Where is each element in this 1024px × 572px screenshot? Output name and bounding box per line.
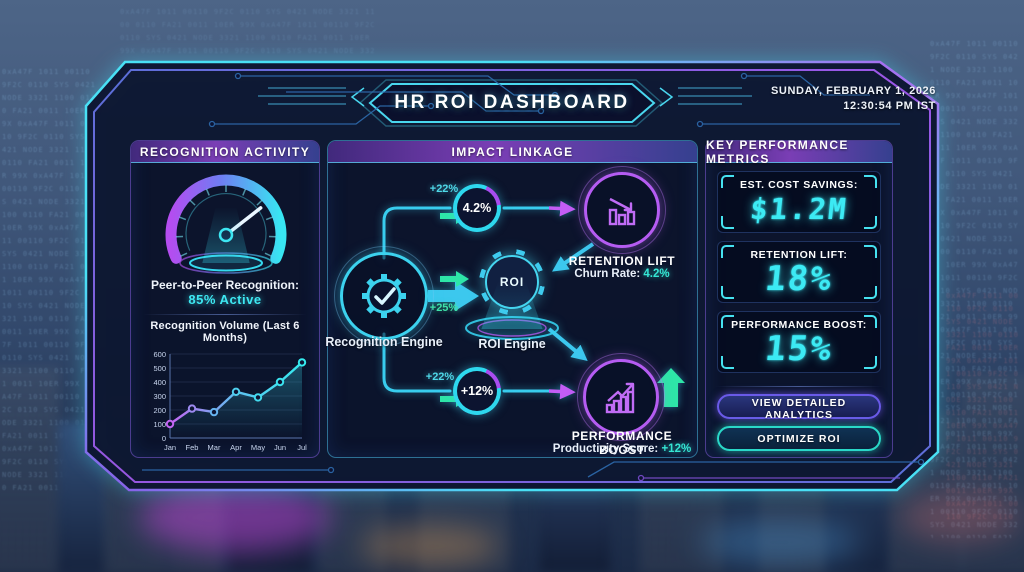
svg-text:500: 500: [153, 364, 166, 373]
gauge-needle: [224, 206, 263, 237]
edge-label-top: +22%: [429, 183, 459, 195]
chart-area-fill: [170, 362, 302, 438]
view-detailed-analytics-button[interactable]: VIEW DETAILED ANALYTICS: [717, 394, 881, 421]
svg-text:Jun: Jun: [274, 443, 286, 452]
svg-text:Jan: Jan: [164, 443, 176, 452]
svg-text:Mar: Mar: [208, 443, 221, 452]
background-code-texture: 0xA47F 1011 00110 9F2C 0110 SYS 0421 NOD…: [946, 292, 1020, 520]
impact-linkage-header: IMPACT LINKAGE: [328, 141, 697, 163]
metric-value: 15%: [763, 329, 835, 369]
background-code-texture: 0xA47F 1011 00110 9F2C 0110 SYS 0421 NOD…: [120, 8, 376, 54]
title-plate: [368, 83, 656, 123]
churn-rate-badge-value: 4.2%: [457, 188, 497, 228]
page-title: HR ROI DASHBOARD: [394, 92, 630, 113]
key-metrics-header: KEY PERFORMANCE METRICS: [706, 138, 892, 166]
gauge-label: Peer-to-Peer Recognition:: [150, 278, 300, 292]
title-chevron-left: [350, 87, 365, 107]
retention-lift-node: [578, 166, 666, 254]
metric-value: 18%: [763, 259, 835, 299]
datetime-display: SUNDAY, FEBRUARY 1, 2026 12:30:54 PM IST: [748, 84, 936, 114]
metric-label: PERFORMANCE BOOST:: [731, 319, 867, 331]
performance-boost-metric: Productivity Score: +12%: [542, 443, 702, 455]
declining-bars-icon: [608, 197, 636, 226]
x-tick-labels: Jan Feb Mar Apr May Jun Jul: [164, 443, 307, 452]
roi-engine-hologram: ROI: [485, 255, 539, 309]
header-line-decor: [258, 87, 752, 105]
churn-rate-value: 4.2%: [643, 268, 670, 280]
chart-title: Recognition Volume (Last 6 Months): [150, 320, 300, 344]
chart-points: [165, 358, 307, 429]
divider: [715, 386, 883, 387]
flow-connectors: [382, 200, 685, 407]
retention-lift-title: RETENTION LIFT: [568, 254, 676, 268]
productivity-badge-value: +12%: [457, 371, 497, 411]
time-text: 12:30:54 PM IST: [843, 100, 936, 112]
metric-performance-boost: PERFORMANCE BOOST: 15%: [717, 311, 881, 373]
svg-text:May: May: [251, 443, 265, 452]
edge-label-mid: +25%: [429, 302, 459, 314]
green-arrow-mid: [440, 271, 469, 287]
metric-label: RETENTION LIFT:: [750, 249, 848, 261]
svg-text:Jul: Jul: [297, 443, 307, 452]
y-tick-labels: 0 100 200 300 400 500 600: [153, 350, 166, 443]
recognition-activity-header: RECOGNITION ACTIVITY: [131, 141, 319, 163]
productivity-badge: +12%: [453, 367, 501, 415]
metric-value: $1.2M: [748, 192, 850, 226]
recognition-gauge: [131, 163, 321, 275]
main-flow-arrow: [428, 281, 479, 311]
roi-badge-text: ROI: [499, 275, 525, 289]
rising-bars-icon: [605, 382, 635, 414]
optimize-roi-button[interactable]: OPTIMIZE ROI: [717, 426, 881, 451]
metric-retention-lift: RETENTION LIFT: 18%: [717, 241, 881, 303]
svg-text:100: 100: [153, 420, 166, 429]
performance-boost-node: [577, 353, 665, 441]
svg-text:Apr: Apr: [230, 443, 242, 452]
gauge-svg: [165, 174, 287, 274]
impact-linkage-panel: IMPACT LINKAGE: [325, 140, 698, 458]
svg-text:600: 600: [153, 350, 166, 359]
performance-boost-title: PERFORMANCE BOOST: [571, 429, 673, 457]
metric-label: EST. COST SAVINGS:: [740, 179, 858, 191]
svg-text:200: 200: [153, 406, 166, 415]
roi-platform-ring: [465, 316, 559, 340]
recognition-volume-chart: 0 100 200 300 400 500 600 Jan Feb Mar Apr May Jun Ju…: [153, 350, 307, 452]
arrow-retention-to-roi: [552, 242, 595, 272]
arrow-roi-to-performance: [547, 327, 588, 362]
gauge-ticks: [176, 185, 276, 257]
svg-text:300: 300: [153, 392, 166, 401]
date-text: SUNDAY, FEBRUARY 1, 2026: [771, 85, 936, 97]
gear-check-icon: [362, 274, 406, 318]
churn-rate-badge: 4.2%: [453, 184, 501, 232]
divider: [143, 314, 307, 315]
circuit-traces: [142, 72, 925, 482]
svg-text:0: 0: [162, 434, 166, 443]
svg-text:Feb: Feb: [186, 443, 199, 452]
key-metrics-panel: KEY PERFORMANCE METRICS EST. COST SAVING…: [705, 138, 893, 458]
edge-label-bottom: +22%: [425, 371, 455, 383]
churn-rate-label: Churn Rate:: [574, 268, 641, 280]
productivity-score-label: Productivity Score:: [552, 443, 659, 455]
recognition-engine-label: Recognition Engine: [325, 335, 443, 349]
title-chevron-right: [659, 87, 674, 107]
recognition-activity-panel: RECOGNITION ACTIVITY: [130, 140, 320, 458]
recognition-engine-node: [334, 246, 434, 346]
svg-text:400: 400: [153, 378, 166, 387]
metric-cost-savings: EST. COST SAVINGS: $1.2M: [717, 171, 881, 233]
roi-platform-inner: [477, 319, 547, 337]
productivity-score-value: +12%: [661, 443, 692, 455]
gauge-value: 85% Active: [188, 292, 262, 307]
retention-lift-metric: Churn Rate: 4.2%: [552, 268, 692, 280]
background-code-texture: 0xA47F 1011 00110 9F2C 0110 SYS 0421 NOD…: [930, 40, 1019, 538]
roi-engine-label: ROI Engine: [478, 337, 546, 351]
background-code-texture: 0xA47F 1011 00110 9F2C 0110 SYS 0421 NOD…: [2, 68, 96, 492]
